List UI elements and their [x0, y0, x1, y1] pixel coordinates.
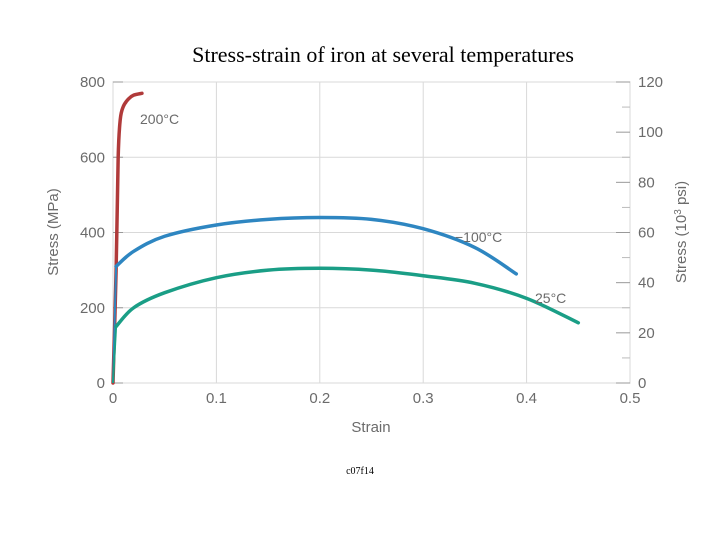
series-label-0: 200°C	[140, 111, 179, 127]
y2-tick-label: 120	[638, 74, 663, 91]
axis-ticks: 0 0.1 0.2 0.3 0.4 0.5020040060080002040608010…	[80, 74, 663, 407]
x-tick-label: 0.1	[206, 390, 227, 407]
x-tick-label: 0.4	[516, 390, 537, 407]
y2-tick-label: 0	[638, 375, 646, 392]
y2-tick-label: 100	[638, 124, 663, 141]
y-tick-label: 200	[80, 300, 105, 317]
series-label-1: −100°C	[455, 229, 502, 245]
series-labels: 200°C −100°C 25°C	[140, 111, 566, 306]
series-group	[111, 91, 581, 385]
series-line-2	[114, 266, 581, 329]
series-label-2: 25°C	[535, 290, 566, 306]
y-tick-label: 400	[80, 225, 105, 242]
y-tick-label: 600	[80, 149, 105, 166]
series-line-1	[114, 215, 519, 276]
slide-title: Stress-strain of iron at several tempera…	[192, 42, 574, 67]
figure-caption: c07f14	[346, 466, 374, 477]
y2-tick-label: 20	[638, 325, 655, 342]
y2-tick-label: 80	[638, 174, 655, 191]
y2-axis-label: Stress (103 psi)	[673, 181, 691, 283]
y2-tick-label: 60	[638, 225, 655, 242]
y-tick-label: 0	[97, 375, 105, 392]
x-axis-label: Strain	[351, 419, 390, 436]
y2-tick-label: 40	[638, 275, 655, 292]
y-tick-label: 800	[80, 74, 105, 91]
series-elastic-2	[112, 326, 118, 384]
y-axis-label: Stress (MPa)	[45, 188, 62, 276]
x-tick-label: 0	[109, 390, 117, 407]
x-tick-label: 0.5	[620, 390, 641, 407]
x-tick-label: 0.3	[413, 390, 434, 407]
x-tick-label: 0.2	[309, 390, 330, 407]
